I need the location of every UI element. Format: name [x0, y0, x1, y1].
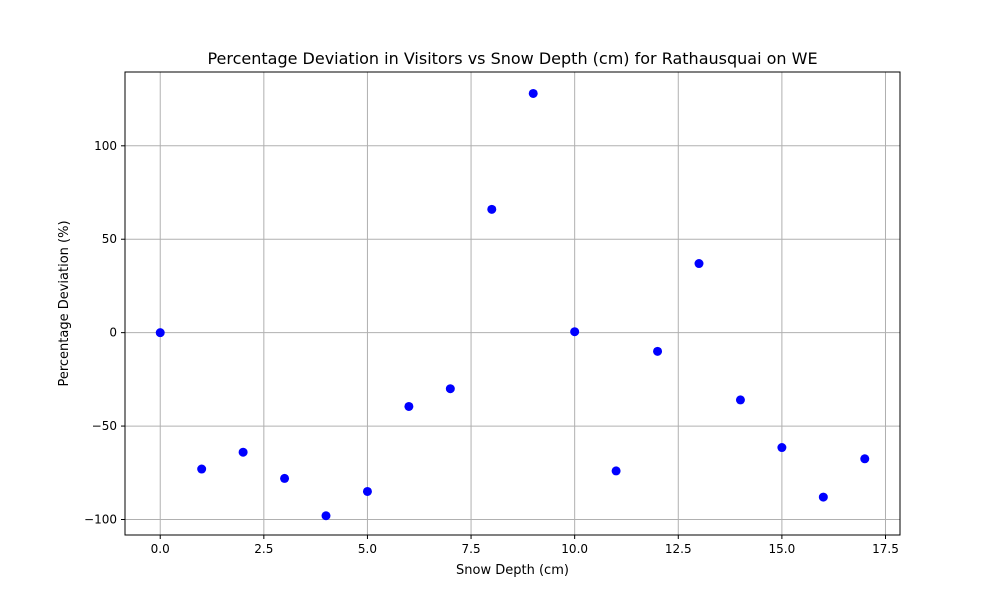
data-points [155, 88, 870, 521]
y-axis-label: Percentage Deviation (%) [57, 220, 72, 386]
x-tick-label: 12.5 [665, 542, 692, 556]
data-point [321, 511, 331, 521]
x-tick-label: 10.0 [561, 542, 588, 556]
data-point [528, 88, 538, 98]
y-tick-label: 0 [109, 326, 117, 340]
x-tick-label: 2.5 [254, 542, 273, 556]
y-axis-ticks: −100 −50 0 50 100 [84, 139, 125, 526]
x-tick-label: 7.5 [462, 542, 481, 556]
data-point [197, 464, 207, 474]
y-tick-label: 50 [102, 232, 117, 246]
data-point [570, 327, 580, 337]
data-point [362, 486, 372, 496]
data-point [155, 328, 165, 338]
data-point [653, 346, 663, 356]
data-point [860, 454, 870, 464]
x-axis-ticks: 0.0 2.5 5.0 7.5 10.0 12.5 15.0 17.5 [151, 535, 899, 556]
data-point [487, 204, 497, 214]
data-point [404, 401, 414, 411]
data-point [735, 395, 745, 405]
x-tick-label: 15.0 [769, 542, 796, 556]
x-axis-label: Snow Depth (cm) [456, 563, 569, 578]
data-point [611, 466, 621, 476]
y-tick-label: −50 [92, 419, 117, 433]
x-tick-label: 17.5 [872, 542, 899, 556]
data-point [818, 492, 828, 502]
y-tick-label: 100 [94, 139, 117, 153]
data-point [280, 473, 290, 483]
data-point [694, 259, 704, 269]
chart-title: Percentage Deviation in Visitors vs Snow… [207, 49, 817, 68]
grid-lines [125, 72, 900, 535]
plot-area-frame [124, 71, 901, 536]
x-tick-label: 5.0 [358, 542, 377, 556]
data-point [445, 384, 455, 394]
y-tick-label: −100 [84, 512, 117, 526]
x-tick-label: 0.0 [151, 542, 170, 556]
data-point [777, 443, 787, 453]
data-point [238, 447, 248, 457]
